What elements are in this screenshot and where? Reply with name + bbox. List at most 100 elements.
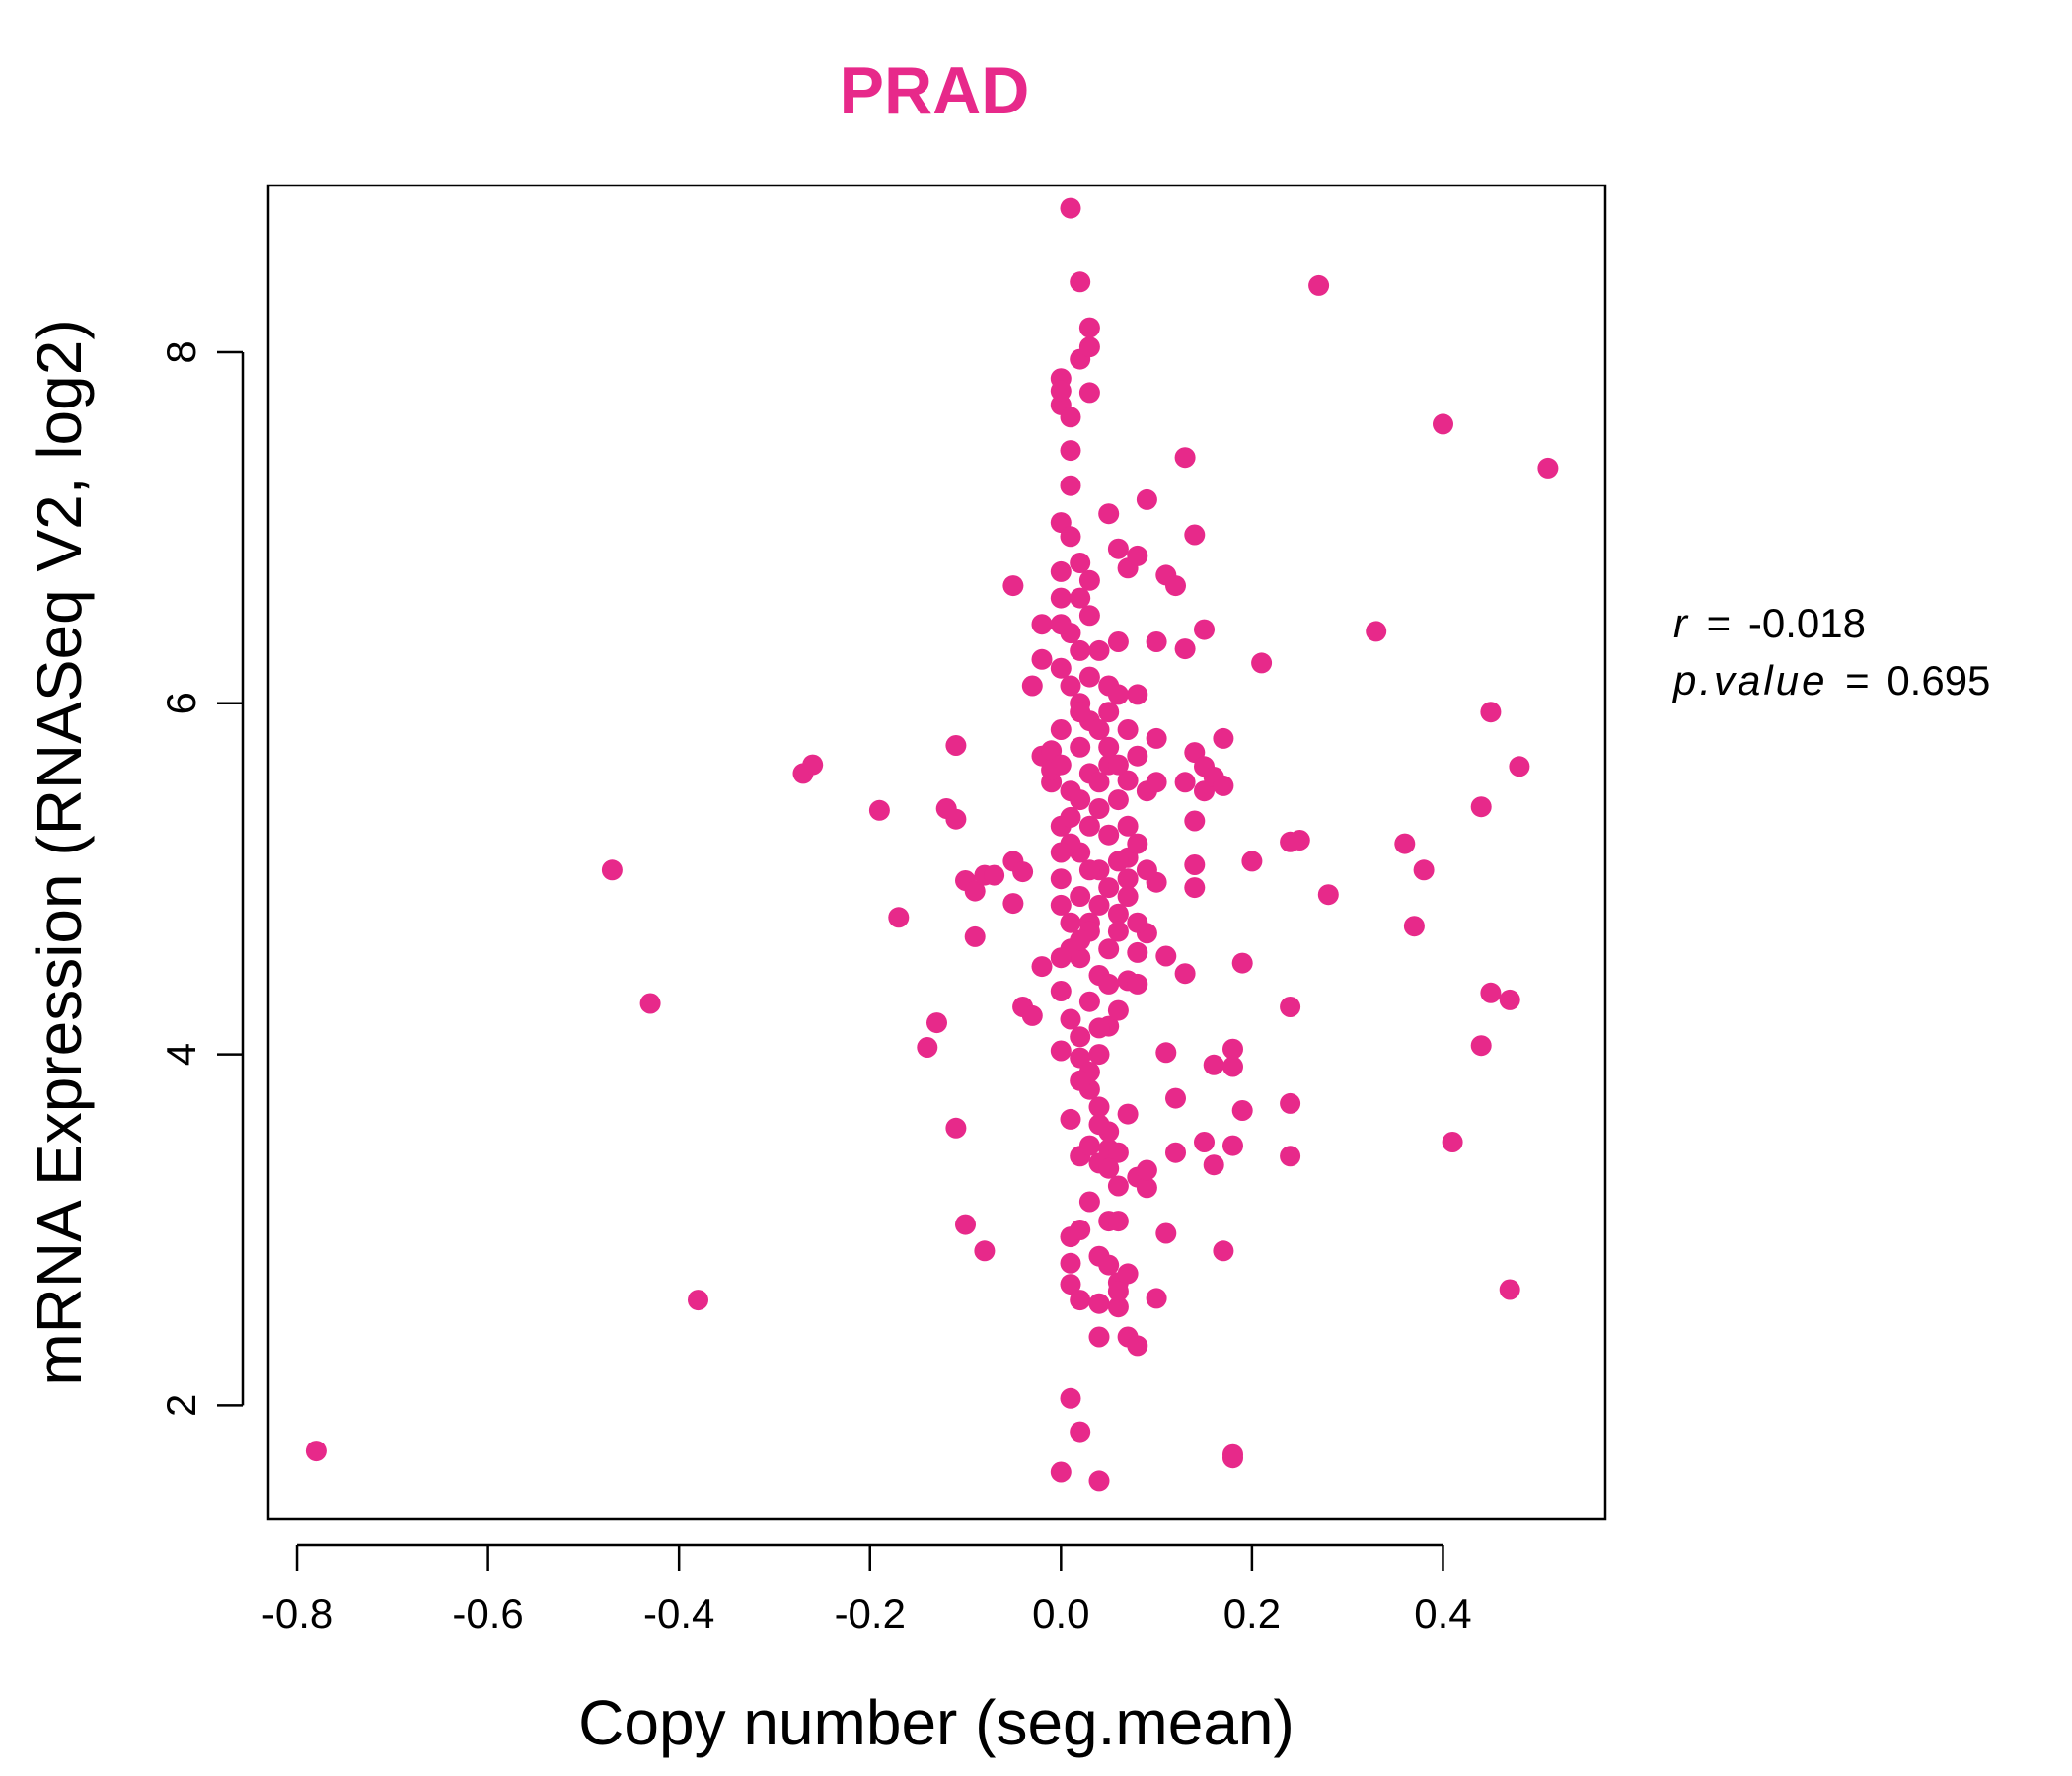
data-point: [1060, 675, 1081, 697]
x-axis-title: Copy number (seg.mean): [578, 1687, 1295, 1758]
data-point: [1117, 886, 1139, 907]
data-point: [1098, 736, 1120, 758]
data-point: [1194, 619, 1215, 640]
data-point: [1174, 772, 1196, 793]
data-point: [1136, 859, 1157, 881]
data-point: [1184, 810, 1206, 832]
data-point: [1031, 648, 1053, 670]
data-point: [1107, 1211, 1129, 1232]
data-point: [1213, 775, 1234, 796]
data-point: [1098, 938, 1120, 960]
data-point: [1155, 1042, 1177, 1064]
data-point: [1184, 854, 1206, 875]
data-point: [1231, 1100, 1253, 1121]
data-point: [1433, 413, 1453, 435]
data-point: [1146, 1288, 1167, 1309]
data-point: [1070, 1220, 1091, 1240]
data-point: [1070, 639, 1091, 661]
data-point: [1251, 652, 1273, 674]
data-point: [1317, 884, 1339, 906]
data-point: [1127, 745, 1148, 767]
data-point: [1050, 380, 1072, 402]
data-point: [1012, 861, 1034, 883]
data-point: [1155, 945, 1177, 967]
data-point: [1070, 929, 1091, 951]
data-point: [1117, 815, 1139, 837]
data-point: [1098, 503, 1120, 525]
data-point: [1070, 1026, 1091, 1048]
data-point: [1098, 877, 1120, 899]
data-point: [1070, 702, 1091, 723]
data-point: [1060, 440, 1081, 462]
data-point: [1098, 1157, 1120, 1179]
p-equals: =: [1845, 657, 1870, 703]
data-point: [974, 1240, 996, 1262]
y-axis-title: mRNA Expression (RNASeq V2, log2): [24, 319, 95, 1385]
data-point: [1088, 639, 1110, 661]
data-point: [1060, 1274, 1081, 1295]
data-point: [1231, 952, 1253, 974]
data-point: [1088, 719, 1110, 740]
p-label: p.value: [1671, 657, 1827, 703]
data-point: [955, 1214, 976, 1235]
r-stat: r = -0.018: [1673, 600, 1866, 646]
data-point: [1146, 631, 1167, 652]
data-point: [1127, 941, 1148, 963]
data-point: [1050, 868, 1072, 890]
data-point: [1021, 1004, 1043, 1026]
x-tick-label: 0.0: [1032, 1591, 1089, 1637]
data-point: [1165, 1142, 1186, 1163]
data-point: [1088, 894, 1110, 916]
data-point: [1088, 1096, 1110, 1118]
data-point: [1088, 772, 1110, 793]
data-point: [1002, 893, 1024, 915]
data-point: [1098, 824, 1120, 846]
data-point: [1442, 1132, 1463, 1152]
data-point: [1002, 575, 1024, 597]
data-point: [1107, 1142, 1129, 1163]
data-point: [888, 907, 910, 928]
data-point: [1480, 982, 1502, 1003]
data-point: [601, 859, 623, 881]
data-point: [1070, 587, 1091, 609]
data-point: [1117, 868, 1139, 890]
points-layer: [305, 197, 1559, 1492]
data-point: [1088, 1326, 1110, 1348]
p-value: 0.695: [1887, 657, 1990, 703]
data-point: [1050, 560, 1072, 582]
data-point: [1117, 770, 1139, 791]
data-point: [1050, 587, 1072, 609]
data-point: [1127, 973, 1148, 995]
y-tick-label: 6: [158, 692, 204, 714]
data-point: [1078, 859, 1100, 881]
data-point: [1078, 1135, 1100, 1156]
data-point: [1070, 736, 1091, 758]
data-point: [1165, 575, 1186, 597]
data-point: [1184, 877, 1206, 899]
data-point: [1136, 488, 1157, 510]
data-point: [1078, 569, 1100, 591]
data-point: [1078, 317, 1100, 338]
data-point: [945, 808, 967, 830]
data-point: [1078, 336, 1100, 358]
data-point: [1070, 886, 1091, 907]
data-point: [1146, 727, 1167, 749]
data-point: [1127, 684, 1148, 705]
data-point: [1107, 999, 1129, 1021]
data-point: [1098, 702, 1120, 723]
data-point: [1136, 1159, 1157, 1181]
x-tick-label: 0.2: [1223, 1591, 1281, 1637]
data-point: [1050, 754, 1072, 776]
data-point: [1098, 973, 1120, 995]
data-point: [1155, 1222, 1177, 1244]
data-point: [1070, 789, 1091, 811]
data-point: [1127, 545, 1148, 566]
data-point: [1213, 727, 1234, 749]
data-point: [1060, 1252, 1081, 1274]
data-point: [1060, 197, 1081, 219]
data-point: [1078, 815, 1100, 837]
data-point: [1107, 754, 1129, 776]
data-point: [1088, 1293, 1110, 1314]
data-point: [1107, 903, 1129, 925]
data-point: [1127, 912, 1148, 933]
